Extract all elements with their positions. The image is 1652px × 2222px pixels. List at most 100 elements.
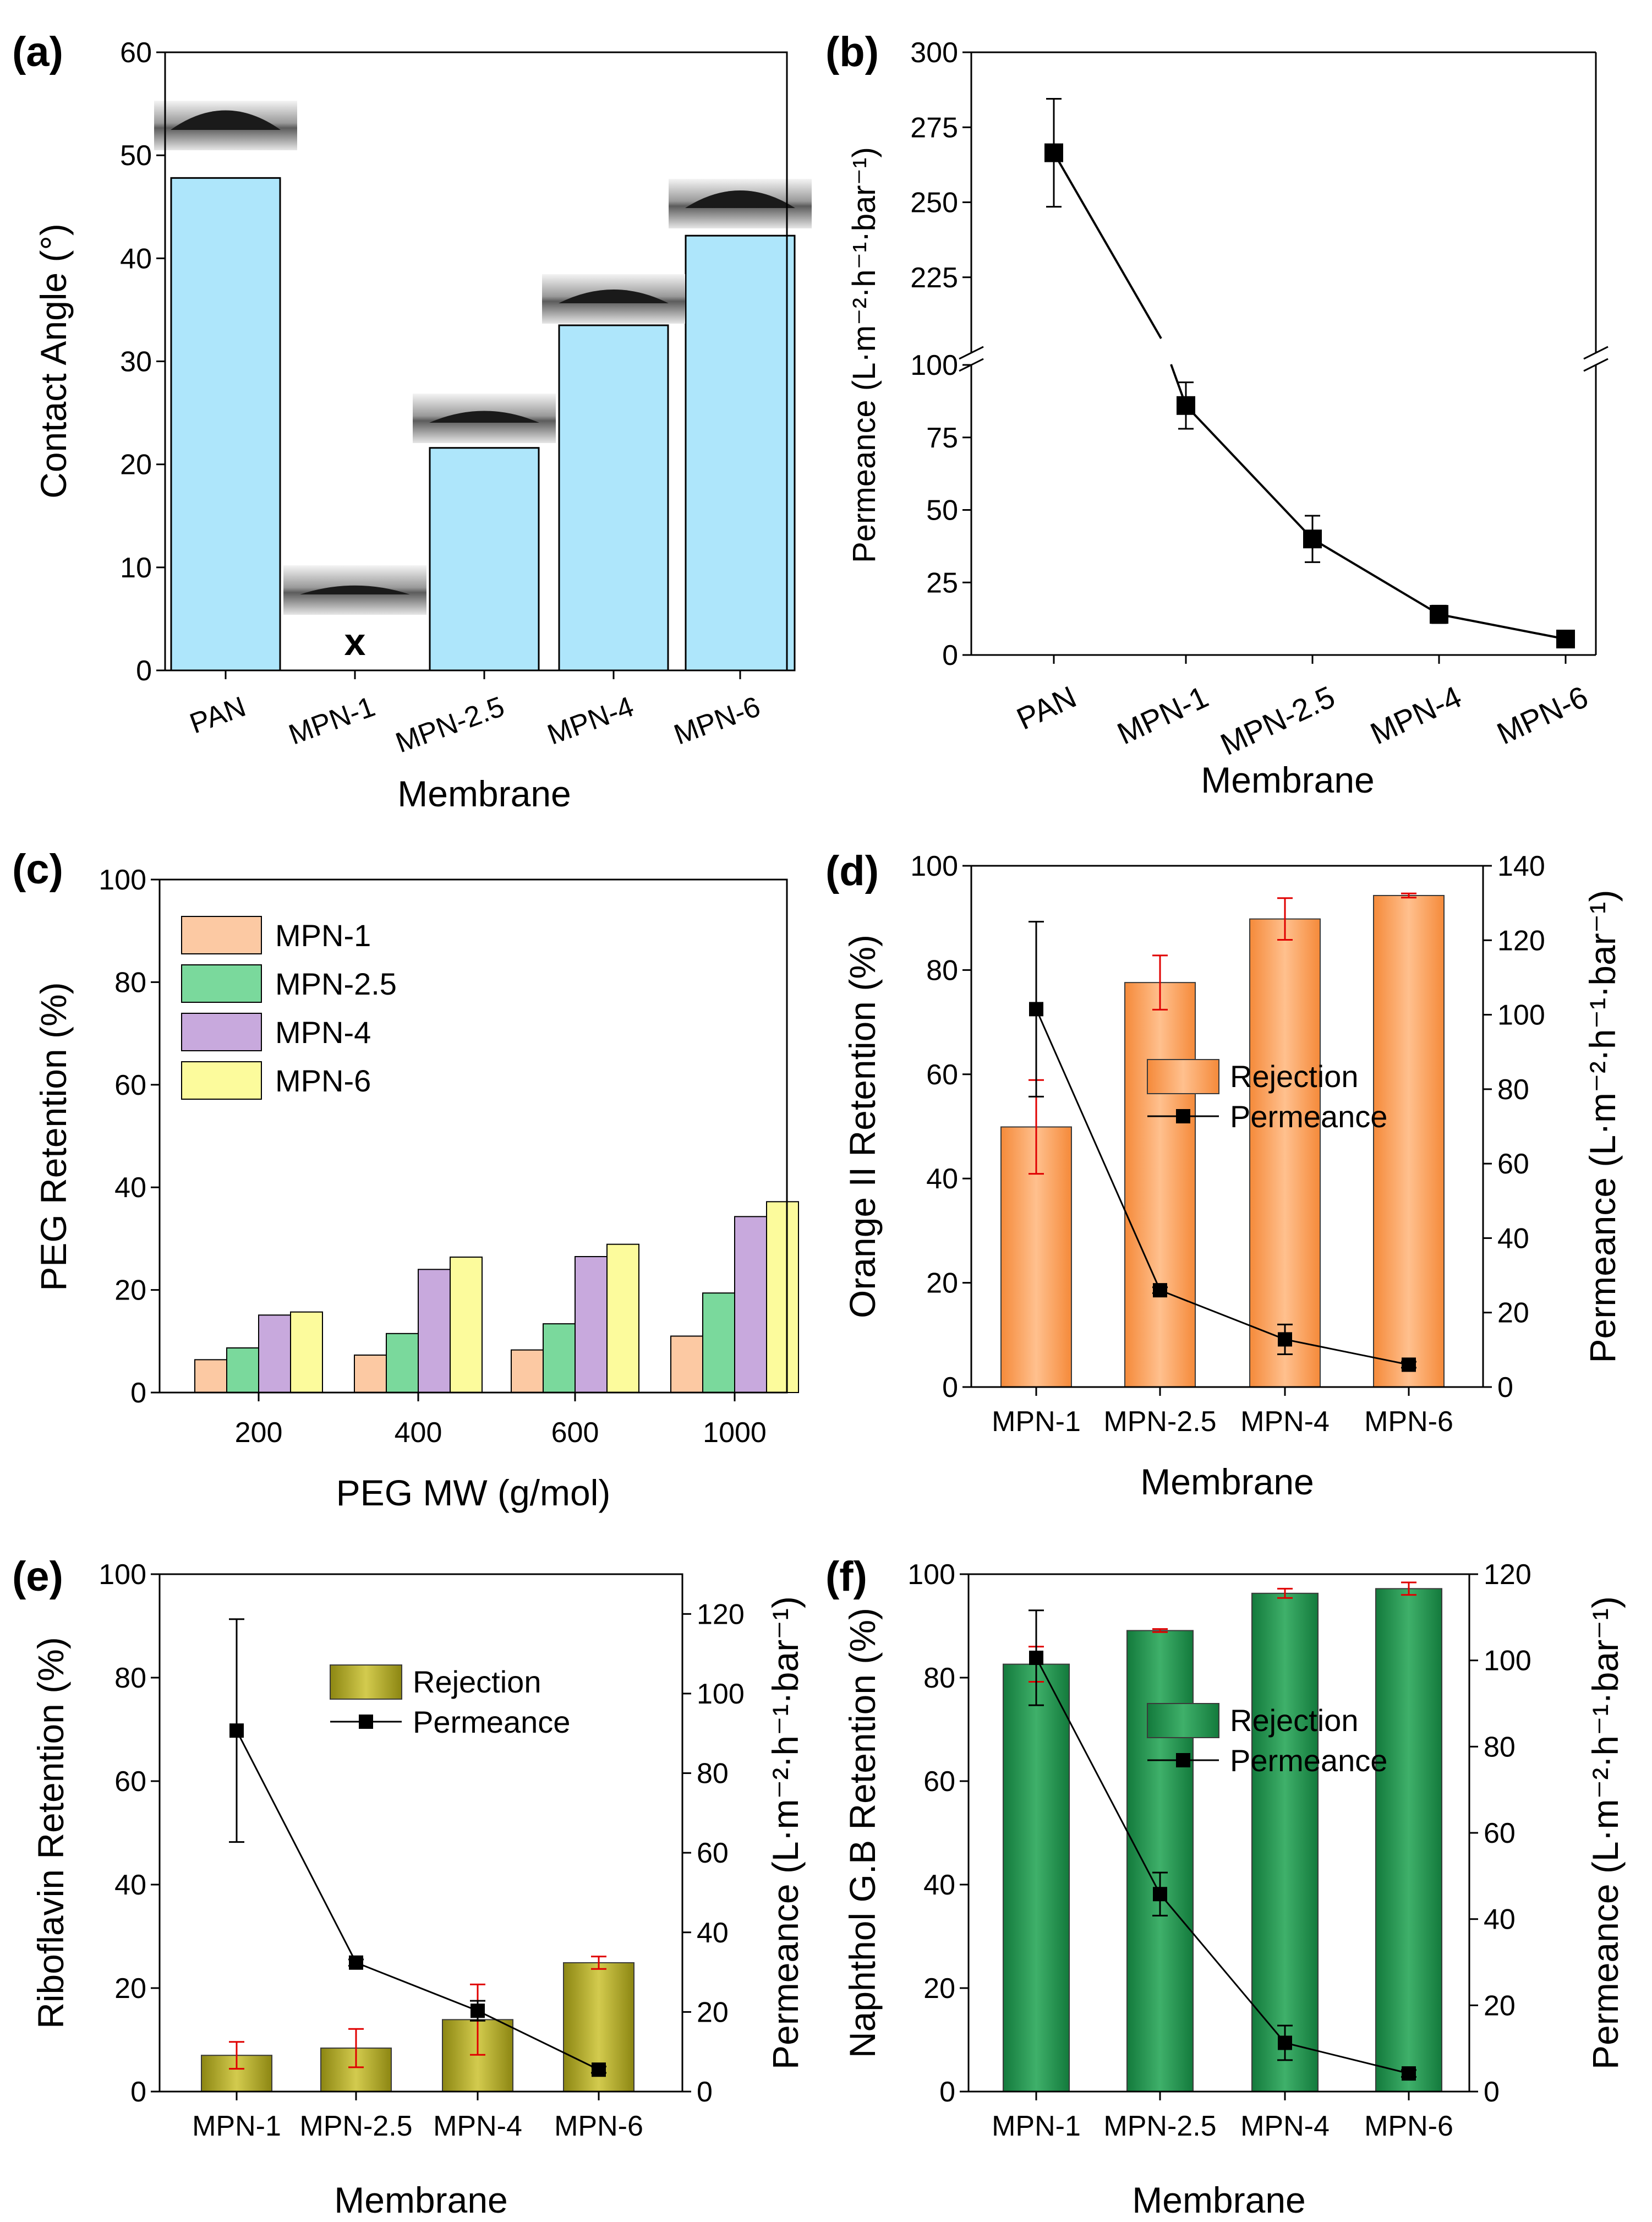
y-right-tick-label: 140 — [1497, 850, 1545, 882]
y-tick-label: 0 — [130, 1377, 146, 1409]
series-line — [1035, 1657, 1409, 2074]
y-tick-label: 40 — [926, 1163, 958, 1195]
legend-label: MPN-4 — [275, 1015, 371, 1050]
x-tick-label: PAN — [1011, 679, 1081, 736]
bar — [606, 1243, 639, 1394]
bar — [1003, 1663, 1070, 2093]
x-tick-label: MPN-2.5 — [1103, 2110, 1216, 2142]
y-tick-label: 20 — [120, 449, 152, 481]
x-tick-label: MPN-1 — [992, 1406, 1081, 1438]
y-tick-label: 100 — [910, 850, 958, 882]
legend-label: MPN-2.5 — [275, 967, 397, 1001]
bar — [194, 1359, 227, 1394]
droplet-image — [283, 565, 426, 615]
data-point — [471, 2003, 485, 2018]
legend-swatch — [330, 1664, 402, 1700]
bar — [354, 1354, 387, 1394]
bar — [170, 177, 281, 671]
y-tick-label: 20 — [926, 1268, 958, 1300]
panel-label: (f) — [825, 1553, 867, 1600]
series-line — [1185, 405, 1566, 640]
droplet-shape — [685, 190, 795, 208]
series-line — [1035, 1008, 1409, 1366]
droplet-image — [413, 394, 556, 443]
x-tick-label: MPN-1 — [285, 691, 379, 751]
bar — [575, 1256, 608, 1394]
y-tick-label: 50 — [120, 140, 152, 172]
y-tick-label: 25 — [926, 567, 958, 599]
x-axis-title: Membrane — [1132, 2180, 1305, 2220]
x-tick-label: MPN-6 — [1364, 2110, 1453, 2142]
x-tick-label: MPN-1 — [1112, 679, 1214, 751]
y-tick-label: 300 — [910, 37, 958, 69]
bar — [386, 1333, 419, 1394]
y-tick-label: 40 — [114, 1869, 146, 1901]
droplet-shape — [171, 110, 281, 130]
bar — [543, 1323, 576, 1394]
y-tick-label: 60 — [114, 1766, 146, 1798]
panel-f-naphthol: 0 20 40 60 80 100 0 20 40 60 80 100 120 MPN-1 MPN-2.5 M… — [825, 1553, 1626, 2220]
y-tick-label: 0 — [939, 2076, 955, 2108]
y-tick-label: 20 — [114, 1275, 146, 1307]
data-point — [1303, 529, 1322, 549]
bar — [766, 1201, 799, 1393]
y-right-tick-label: 100 — [1484, 1645, 1531, 1677]
bar — [702, 1292, 735, 1393]
series-line — [1053, 152, 1162, 340]
y-axis-title: Riboflavin Retention (%) — [30, 1637, 71, 2029]
x-tick-label: 200 — [235, 1417, 283, 1449]
x-tick-label: MPN-2.5 — [1103, 1406, 1216, 1438]
bar — [290, 1311, 323, 1394]
data-point — [1402, 1357, 1416, 1372]
droplet-image — [154, 101, 297, 150]
y-right-tick-label: 80 — [697, 1758, 729, 1790]
y-tick-label: 10 — [120, 552, 152, 584]
axis-break-mark — [959, 346, 984, 360]
panel-label: (c) — [12, 846, 63, 893]
x-tick-label: MPN-6 — [1364, 1406, 1453, 1438]
x-axis-title: Membrane — [1140, 1461, 1314, 1502]
legend-swatch — [181, 916, 262, 954]
y-tick-label: 0 — [130, 2076, 146, 2108]
y-axis-title: PEG Retention (%) — [33, 982, 74, 1291]
y-tick-label: 40 — [120, 243, 152, 275]
y-tick-label: 80 — [926, 954, 958, 986]
y-right-tick-label: 60 — [697, 1837, 729, 1869]
y-tick-label: 40 — [923, 1869, 955, 1901]
y-right-tick-label: 60 — [1484, 1817, 1516, 1849]
x-tick-label: MPN-6 — [670, 691, 764, 751]
y-right-tick-label: 0 — [697, 2076, 713, 2108]
y-right-tick-label: 0 — [1484, 2076, 1500, 2108]
y-right-tick-label: 20 — [697, 1996, 729, 2028]
y-tick-label: 225 — [910, 262, 958, 294]
bar — [1375, 1588, 1442, 2093]
y-tick-label: 75 — [926, 422, 958, 454]
panel-e-riboflavin: 0 20 40 60 80 100 0 20 40 60 80 100 120 MPN-1 MPN-2.5 M… — [12, 1553, 806, 2220]
y-right-tick-label: 40 — [1484, 1904, 1516, 1936]
panel-label: (a) — [12, 29, 63, 75]
y-tick-label: 275 — [910, 112, 958, 144]
x-tick-label: MPN-1 — [992, 2110, 1081, 2142]
panel-label: (e) — [12, 1553, 63, 1600]
x-tick-label: MPN-2.5 — [1215, 679, 1340, 762]
y-right-tick-label: 20 — [1497, 1297, 1529, 1329]
y-tick-label: 30 — [120, 346, 152, 378]
data-point — [1278, 1332, 1292, 1347]
panel-d-orange-ii: 0 20 40 60 80 100 0 20 40 60 80 100 120 140 MPN-1 MPN-2… — [825, 848, 1623, 1502]
x-tick-label: MPN-4 — [543, 691, 638, 751]
bar — [429, 447, 540, 671]
legend-swatch — [181, 1061, 262, 1100]
x-tick-label: MPN-4 — [1365, 679, 1467, 751]
plot-frame — [158, 1573, 683, 2093]
bar — [1126, 1630, 1194, 2092]
x-tick-label: MPN-6 — [554, 2110, 643, 2142]
y-axis-title: Contact Angle (°) — [33, 223, 74, 499]
y-tick-label: 60 — [120, 37, 152, 69]
y-axis-title: Naphthol G.B Retention (%) — [842, 1608, 883, 2058]
bar — [258, 1314, 291, 1394]
y-tick-label: 100 — [910, 350, 958, 381]
y-right-tick-label: 0 — [1497, 1372, 1513, 1404]
data-point — [1153, 1887, 1167, 1902]
panel-label: (b) — [825, 29, 879, 75]
